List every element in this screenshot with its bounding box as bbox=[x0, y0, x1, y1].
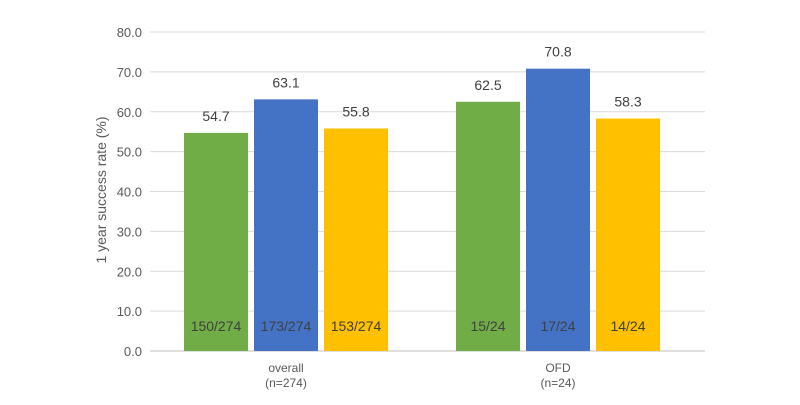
bar-count-label: 153/274 bbox=[331, 318, 382, 334]
bar-value-label: 58.3 bbox=[614, 94, 641, 110]
x-category-sublabel: (n=274) bbox=[265, 376, 307, 390]
bar bbox=[184, 132, 248, 351]
bar-value-label: 62.5 bbox=[474, 77, 501, 93]
bar-count-label: 173/274 bbox=[261, 318, 312, 334]
bar-value-label: 70.8 bbox=[544, 44, 571, 60]
bar-value-label: 55.8 bbox=[342, 103, 369, 119]
y-tick-label: 50.0 bbox=[117, 145, 142, 160]
y-tick-label: 10.0 bbox=[117, 304, 142, 319]
y-tick-label: 70.0 bbox=[117, 65, 142, 80]
x-category-label: OFD bbox=[545, 361, 571, 375]
bar bbox=[456, 101, 520, 351]
y-tick-label: 30.0 bbox=[117, 224, 142, 239]
x-category-sublabel: (n=24) bbox=[540, 376, 575, 390]
bar-count-label: 150/274 bbox=[191, 318, 242, 334]
bar bbox=[596, 118, 660, 351]
bar-value-label: 63.1 bbox=[272, 74, 299, 90]
y-tick-label: 80.0 bbox=[117, 25, 142, 40]
y-tick-label: 0.0 bbox=[124, 344, 142, 359]
y-tick-label: 40.0 bbox=[117, 185, 142, 200]
label-layer: 0.0 10.0 20.0 30.0 40.0 50.0 60.0 70.0 80.0 54.7 1… bbox=[117, 25, 646, 390]
bar bbox=[324, 128, 388, 351]
x-category-label: overall bbox=[268, 361, 303, 375]
bar-count-label: 15/24 bbox=[470, 318, 505, 334]
bar-layer bbox=[184, 68, 660, 351]
bar-count-label: 17/24 bbox=[540, 318, 575, 334]
y-tick-label: 20.0 bbox=[117, 264, 142, 279]
y-axis-title: 1 year success rate (%) bbox=[93, 116, 109, 263]
y-tick-label: 60.0 bbox=[117, 105, 142, 120]
bar-count-label: 14/24 bbox=[610, 318, 645, 334]
bar-value-label: 54.7 bbox=[202, 108, 229, 124]
bar bbox=[526, 68, 590, 351]
bar bbox=[254, 99, 318, 351]
